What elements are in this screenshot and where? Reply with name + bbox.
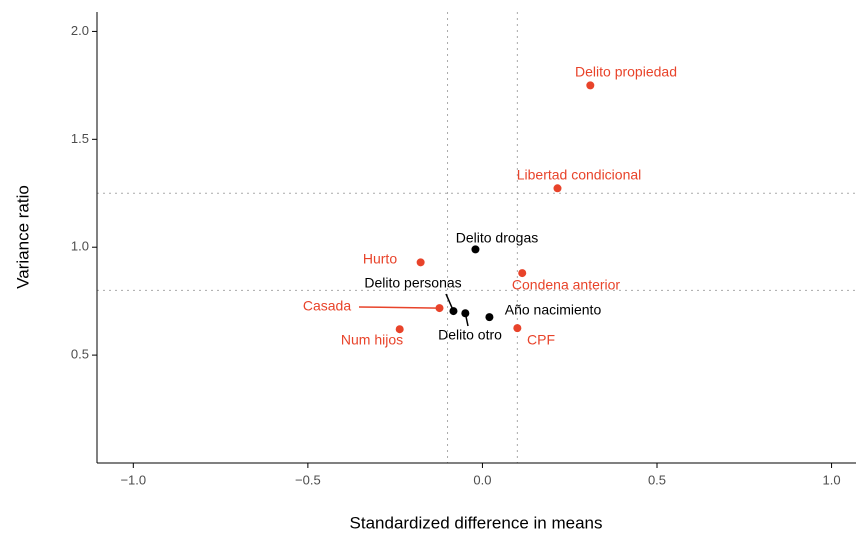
x-axis-title: Standardized difference in means <box>350 513 603 532</box>
point <box>435 304 444 313</box>
point-label: Hurto <box>363 251 397 267</box>
point <box>553 184 562 193</box>
x-tick-label: −1.0 <box>120 472 146 487</box>
x-tick-label: −0.5 <box>295 472 321 487</box>
y-tick-label: 1.5 <box>71 131 89 146</box>
y-tick-label: 1.0 <box>71 239 89 254</box>
point <box>513 324 522 333</box>
point-label: Libertad condicional <box>517 167 642 183</box>
point-label: Condena anterior <box>512 277 621 293</box>
leader-line <box>358 306 440 309</box>
x-tick-label: 0.5 <box>648 472 666 487</box>
point-label: Casada <box>303 298 351 314</box>
point-label: Delito propiedad <box>575 64 677 80</box>
y-axis-title: Variance ratio <box>13 185 32 289</box>
y-tick-label: 0.5 <box>71 347 89 362</box>
x-tick-label: 1.0 <box>823 472 841 487</box>
point <box>586 81 595 90</box>
point <box>395 325 404 334</box>
point-label: Num hijos <box>341 332 403 348</box>
point <box>471 245 480 254</box>
point-label: Delito otro <box>438 327 502 343</box>
x-tick-label: 0.0 <box>473 472 491 487</box>
point-label: Año nacimiento <box>505 302 602 318</box>
point <box>518 269 527 278</box>
point-label: Delito drogas <box>456 230 539 246</box>
point <box>485 313 494 322</box>
point <box>461 309 470 318</box>
point <box>449 307 458 316</box>
point-label: CPF <box>527 332 555 348</box>
point-label: Delito personas <box>364 275 461 291</box>
y-tick-label: 2.0 <box>71 23 89 38</box>
point <box>416 258 425 267</box>
